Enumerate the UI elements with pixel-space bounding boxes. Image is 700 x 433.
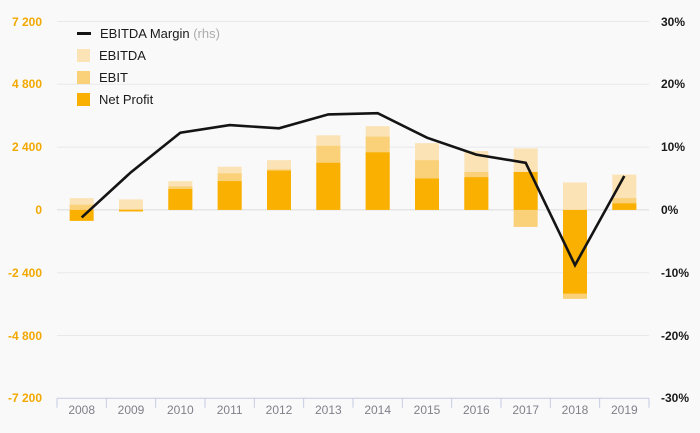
left-axis-tick-label: 7 200 — [11, 14, 42, 29]
x-axis-year-label: 2014 — [364, 403, 392, 417]
legend-item-ebitda[interactable]: EBITDA — [77, 48, 220, 63]
bar-ebitda-2018 — [563, 182, 587, 210]
legend: EBITDA Margin (rhs) EBITDA EBIT Net Prof… — [77, 26, 220, 107]
legend-item-ebitda-margin[interactable]: EBITDA Margin (rhs) — [77, 26, 220, 41]
ebit-swatch-icon — [77, 71, 90, 84]
bar-net_profit-2008 — [69, 209, 94, 221]
bar-ebit-2009 — [119, 209, 143, 210]
x-axis-year-label: 2019 — [610, 403, 638, 417]
bar-ebit-2017 — [513, 209, 538, 227]
legend-label-ebit: EBIT — [99, 70, 128, 85]
legend-item-ebit[interactable]: EBIT — [77, 70, 220, 85]
x-axis-year-label: 2016 — [462, 403, 490, 417]
x-axis-year-label: 2018 — [561, 403, 589, 417]
legend-item-net-profit[interactable]: Net Profit — [77, 92, 220, 107]
x-axis-year-label: 2011 — [216, 403, 243, 417]
bar-net_profit-2013 — [316, 162, 341, 210]
net-profit-swatch-icon — [77, 93, 90, 106]
bar-net_profit-2019 — [612, 203, 637, 210]
bar-net_profit-2016 — [464, 177, 489, 210]
x-axis-year-label: 2012 — [265, 403, 293, 417]
bar-net_profit-2014 — [365, 152, 390, 210]
bar-net_profit-2010 — [168, 188, 193, 210]
right-axis-tick-label: -10% — [661, 265, 690, 280]
left-axis-tick-label: -7 200 — [7, 391, 42, 406]
x-axis-year-label: 2015 — [413, 403, 441, 417]
bar-net_profit-2015 — [415, 178, 439, 210]
left-axis-tick-label: 2 400 — [11, 140, 42, 155]
legend-label-net-profit: Net Profit — [99, 92, 154, 107]
ebitda-margin-line — [80, 111, 626, 269]
bar-net_profit-2012 — [267, 170, 291, 210]
left-axis-tick-label: -4 800 — [7, 328, 42, 343]
legend-label-ebitda: EBITDA — [99, 48, 146, 63]
bar-ebitda-2009 — [119, 199, 143, 210]
legend-rhs-note: (rhs) — [193, 26, 220, 41]
ebitda-swatch-icon — [77, 49, 90, 62]
x-axis-year-label: 2008 — [68, 403, 96, 417]
left-axis-tick-label: 4 800 — [11, 77, 42, 92]
x-axis-year-label: 2017 — [512, 403, 540, 417]
right-axis-tick-label: 30% — [661, 14, 686, 29]
legend-label-ebitda-margin: EBITDA Margin (rhs) — [100, 26, 220, 41]
ebitda-margin-line-swatch-icon — [77, 32, 91, 35]
bar-ebit-2008 — [69, 204, 94, 210]
bar-ebitda-2008 — [69, 198, 94, 210]
left-axis-tick-label: 0 — [35, 202, 42, 217]
bar-net_profit-2009 — [119, 209, 143, 212]
left-axis-tick-label: -2 400 — [7, 265, 42, 280]
right-axis-tick-label: 0% — [661, 202, 679, 217]
right-axis-tick-label: 20% — [661, 77, 686, 92]
right-axis-tick-label: 10% — [661, 140, 686, 155]
right-axis-tick-label: -20% — [661, 328, 690, 343]
bar-net_profit-2011 — [217, 181, 242, 210]
right-axis-tick-label: -30% — [661, 391, 690, 406]
x-axis-year-label: 2010 — [166, 403, 194, 417]
x-axis-year-label: 2009 — [117, 403, 145, 417]
x-axis-year-label: 2013 — [314, 403, 342, 417]
